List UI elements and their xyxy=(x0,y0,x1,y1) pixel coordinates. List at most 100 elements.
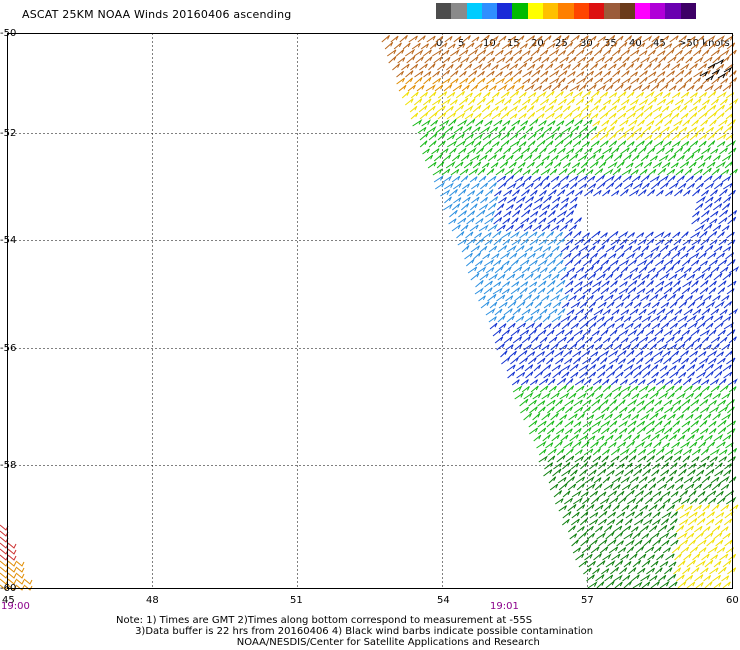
wind-barb xyxy=(461,245,470,253)
wind-barb xyxy=(494,308,503,316)
wind-barb xyxy=(635,63,643,71)
wind-barb xyxy=(704,245,714,253)
wind-barb xyxy=(497,315,506,323)
wind-barb xyxy=(450,70,459,78)
wind-barb xyxy=(593,477,602,484)
wind-barb xyxy=(636,357,644,365)
wind-barb xyxy=(663,287,673,295)
wind-barb xyxy=(647,267,656,274)
wind-barb xyxy=(465,231,474,239)
wind-barb xyxy=(580,161,589,169)
wind-barb xyxy=(623,316,632,323)
wind-barb xyxy=(727,448,738,456)
wind-barb xyxy=(694,175,703,183)
wind-barb xyxy=(466,118,476,127)
wind-barb xyxy=(620,266,629,274)
wind-barb xyxy=(641,273,650,281)
wind-barb xyxy=(640,56,651,64)
wind-barb xyxy=(419,63,428,71)
wind-barb xyxy=(502,260,510,267)
wind-barb xyxy=(511,379,520,386)
wind-barb xyxy=(484,216,495,225)
wind-barb xyxy=(687,301,696,309)
wind-barb xyxy=(588,183,597,190)
wind-barb xyxy=(578,273,588,281)
wind-barb xyxy=(727,567,737,575)
wind-barb xyxy=(469,154,481,162)
wind-barb xyxy=(727,216,737,225)
wind-barb xyxy=(604,174,615,183)
wind-barb xyxy=(568,295,577,302)
wind-barb xyxy=(710,49,720,57)
wind-barb xyxy=(524,364,534,372)
wind-barb xyxy=(673,455,682,463)
wind-barb xyxy=(546,43,556,50)
wind-barb xyxy=(561,321,571,330)
wind-barb xyxy=(584,307,594,316)
wind-barb xyxy=(649,575,658,582)
wind-barb xyxy=(648,77,659,85)
wind-barb xyxy=(570,469,578,477)
wind-barb xyxy=(509,350,517,358)
longitude-label: 45 xyxy=(2,595,15,606)
wind-barb xyxy=(544,161,554,169)
wind-barb xyxy=(598,518,607,526)
wind-barb xyxy=(475,280,484,288)
wind-barb xyxy=(417,35,426,43)
wind-barb xyxy=(587,581,598,589)
wind-barb xyxy=(599,441,608,449)
wind-barb xyxy=(729,504,739,512)
wind-barb xyxy=(625,105,637,113)
wind-barb xyxy=(498,301,508,309)
wind-barb xyxy=(582,427,592,435)
wind-barb xyxy=(629,476,639,484)
wind-barb xyxy=(470,84,479,92)
wind-barb xyxy=(645,427,655,435)
longitude-label: 60 xyxy=(726,595,739,606)
wind-barb xyxy=(643,462,651,470)
wind-barb xyxy=(494,265,504,274)
wind-barb xyxy=(649,392,659,400)
wind-barb xyxy=(7,572,17,579)
wind-barb xyxy=(638,308,647,316)
wind-barb xyxy=(454,104,464,113)
wind-barb xyxy=(648,525,658,533)
wind-barb xyxy=(653,113,663,120)
wind-barb xyxy=(476,209,486,218)
wind-barb xyxy=(712,343,720,351)
wind-barb xyxy=(723,469,732,477)
wind-barb xyxy=(709,280,717,288)
wind-barb xyxy=(557,189,566,197)
wind-barb xyxy=(629,147,638,155)
wind-barb xyxy=(555,498,564,505)
wind-barb xyxy=(643,105,653,113)
wind-barb xyxy=(574,119,583,127)
wind-barb xyxy=(0,536,9,543)
wind-barb xyxy=(571,539,579,547)
wind-barb xyxy=(570,301,581,309)
wind-barb xyxy=(548,308,558,316)
wind-barb xyxy=(692,98,702,106)
wind-barb xyxy=(640,573,651,582)
wind-barb xyxy=(528,328,537,337)
wind-barb xyxy=(612,70,621,78)
wind-barb xyxy=(472,161,482,169)
wind-barb xyxy=(573,421,582,428)
wind-barb xyxy=(412,118,423,127)
wind-barb xyxy=(514,343,523,351)
wind-barb xyxy=(714,35,725,43)
wind-barb xyxy=(503,147,512,155)
wind-barb xyxy=(712,295,721,302)
wind-barb xyxy=(533,274,542,281)
wind-barb xyxy=(619,427,628,435)
wind-barb xyxy=(650,245,660,253)
wind-barb xyxy=(536,113,545,120)
wind-barb xyxy=(499,106,508,113)
wind-barb xyxy=(564,258,574,267)
wind-barb xyxy=(388,56,397,64)
wind-barb xyxy=(691,428,700,435)
wind-barb xyxy=(569,245,579,253)
wind-barb xyxy=(633,370,643,379)
wind-barb xyxy=(671,133,680,141)
wind-barb xyxy=(574,449,583,456)
